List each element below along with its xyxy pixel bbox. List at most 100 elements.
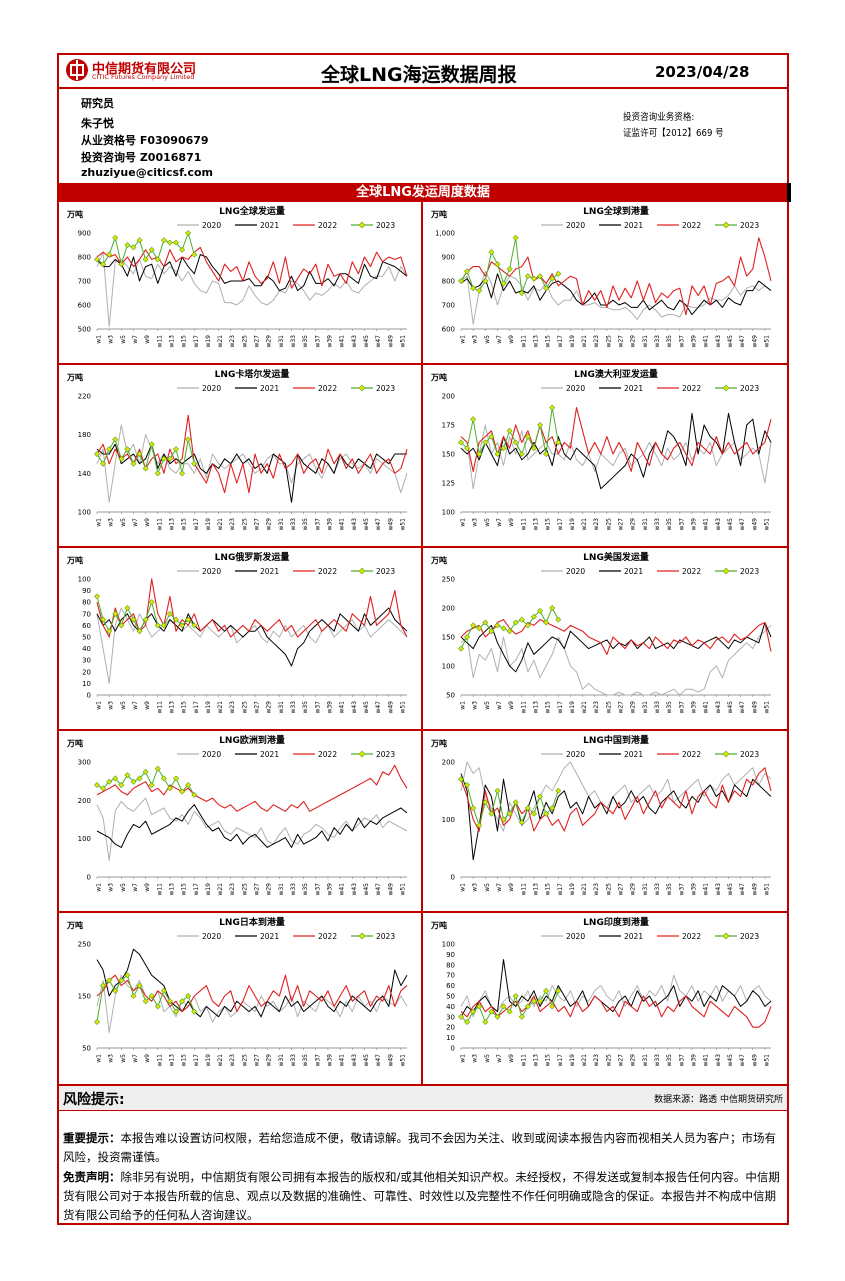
legend-label: 2020 xyxy=(202,750,221,759)
chart-panel: 万吨 LNG澳大利亚发运量 2020 2021 2022 2023 100 125 150 175… xyxy=(423,365,787,548)
legend-label: 2021 xyxy=(260,221,279,230)
important-text: 本报告难以设置访问权限，若给您造成不便，敬请谅解。我司不会因为关注、收到或阅读本… xyxy=(63,1131,776,1164)
series-line-2021 xyxy=(96,254,408,292)
data-point-2023 xyxy=(112,775,119,782)
section-band-marker xyxy=(787,183,791,202)
legend-label: 2022 xyxy=(682,384,701,393)
chart-title: LNG全球到港量 xyxy=(583,205,649,217)
data-point-2023 xyxy=(179,998,186,1005)
data-point-2023 xyxy=(148,781,155,789)
y-tick-label: 100 xyxy=(442,509,455,517)
x-tick-label: w17 xyxy=(557,883,564,896)
report-title: 全球LNG海运数据周报 xyxy=(321,64,517,86)
x-tick-label: w11 xyxy=(156,701,163,714)
data-point-2023 xyxy=(470,416,477,423)
legend-label: 2021 xyxy=(624,750,643,759)
data-point-2023 xyxy=(470,804,477,812)
x-tick-label: w19 xyxy=(569,518,576,531)
x-tick-label: w33 xyxy=(290,701,297,714)
x-tick-label: w35 xyxy=(302,1054,309,1067)
data-point-2023 xyxy=(464,268,471,275)
data-point-2023 xyxy=(142,256,149,263)
legend-label: 2023 xyxy=(376,932,395,941)
x-tick-label: w15 xyxy=(545,335,552,348)
x-tick-label: w37 xyxy=(678,518,685,531)
data-point-2023 xyxy=(488,249,495,256)
x-tick-label: w29 xyxy=(630,701,637,714)
legend-marker xyxy=(722,750,730,758)
x-tick-label: w3 xyxy=(472,1054,479,1063)
data-point-2023 xyxy=(530,275,537,282)
legend-label: 2021 xyxy=(260,567,279,576)
unit-label: 万吨 xyxy=(66,372,83,382)
company-logo: 中信期货有限公司 CITIC Futures Company Limited xyxy=(65,58,205,84)
x-tick-label: w29 xyxy=(630,1054,637,1067)
data-point-2023 xyxy=(518,819,525,826)
x-tick-label: w49 xyxy=(387,518,394,531)
x-tick-label: w3 xyxy=(108,883,115,892)
data-point-2023 xyxy=(494,622,501,629)
x-tick-label: w1 xyxy=(460,518,467,527)
y-tick-label: 40 xyxy=(446,1003,455,1011)
data-point-2023 xyxy=(524,804,531,812)
data-point-2023 xyxy=(185,781,192,789)
x-tick-label: w9 xyxy=(508,701,515,710)
x-tick-label: w3 xyxy=(472,883,479,892)
y-tick-label: 100 xyxy=(442,663,455,671)
series-line-2022 xyxy=(96,414,408,494)
x-tick-label: w29 xyxy=(266,1054,273,1067)
x-tick-label: w31 xyxy=(642,1054,649,1067)
x-tick-label: w45 xyxy=(363,701,370,714)
x-tick-label: w1 xyxy=(460,701,467,710)
y-tick-label: 140 xyxy=(78,470,91,478)
x-tick-label: w43 xyxy=(715,1054,722,1067)
chart-panel: 万吨 LNG卡塔尔发运量 2020 2021 2022 2023 100 140 180 220 w… xyxy=(59,365,423,548)
y-tick-label: 0 xyxy=(87,874,91,882)
data-point-2023 xyxy=(191,1008,198,1015)
data-point-2023 xyxy=(512,439,519,446)
y-tick-label: 250 xyxy=(442,576,455,584)
data-point-2023 xyxy=(470,1008,477,1015)
x-tick-label: w23 xyxy=(593,1054,600,1067)
y-tick-label: 250 xyxy=(78,941,91,949)
data-point-2023 xyxy=(506,427,513,434)
x-tick-label: w45 xyxy=(727,883,734,896)
x-tick-label: w1 xyxy=(96,335,103,344)
legend-label: 2023 xyxy=(740,567,759,576)
x-tick-label: w19 xyxy=(205,883,212,896)
chart-panel: 万吨 LNG全球到港量 2020 2021 2022 2023 600 700 800 900 1,… xyxy=(423,202,787,365)
x-tick-label: w31 xyxy=(278,1054,285,1067)
x-tick-label: w31 xyxy=(642,883,649,896)
data-point-2023 xyxy=(130,616,137,623)
data-point-2023 xyxy=(494,261,501,268)
x-tick-label: w39 xyxy=(690,335,697,348)
data-point-2023 xyxy=(154,1003,161,1010)
x-tick-label: w25 xyxy=(241,883,248,896)
data-point-2023 xyxy=(112,987,119,994)
x-tick-label: w35 xyxy=(666,701,673,714)
legend-marker xyxy=(358,384,366,392)
series-line-2021 xyxy=(96,443,407,503)
x-tick-label: w1 xyxy=(96,883,103,892)
x-tick-label: w33 xyxy=(654,701,661,714)
y-tick-label: 10 xyxy=(446,1034,455,1042)
data-point-2023 xyxy=(476,625,483,632)
y-tick-label: 200 xyxy=(442,605,455,613)
data-point-2023 xyxy=(130,244,137,251)
series-line-2021 xyxy=(96,804,408,848)
x-tick-label: w37 xyxy=(678,1054,685,1067)
chart-title: LNG澳大利亚发运量 xyxy=(574,368,658,380)
series-line-2020 xyxy=(96,974,408,1033)
chart-svg: 万吨 LNG全球到港量 2020 2021 2022 2023 600 700 800 900 1,… xyxy=(430,205,772,348)
data-point-2023 xyxy=(500,816,507,823)
x-tick-label: w19 xyxy=(205,518,212,531)
y-tick-label: 10 xyxy=(82,680,91,688)
important-label: 重要提示： xyxy=(63,1131,121,1145)
analyst-email[interactable]: zhuziyue@citicsf.com xyxy=(81,166,213,179)
legend-label: 2021 xyxy=(624,567,643,576)
x-tick-label: w15 xyxy=(181,883,188,896)
y-tick-label: 0 xyxy=(451,874,455,882)
data-point-2023 xyxy=(160,622,167,629)
x-tick-label: w1 xyxy=(460,1054,467,1063)
chart-title: LNG全球发运量 xyxy=(219,205,285,217)
